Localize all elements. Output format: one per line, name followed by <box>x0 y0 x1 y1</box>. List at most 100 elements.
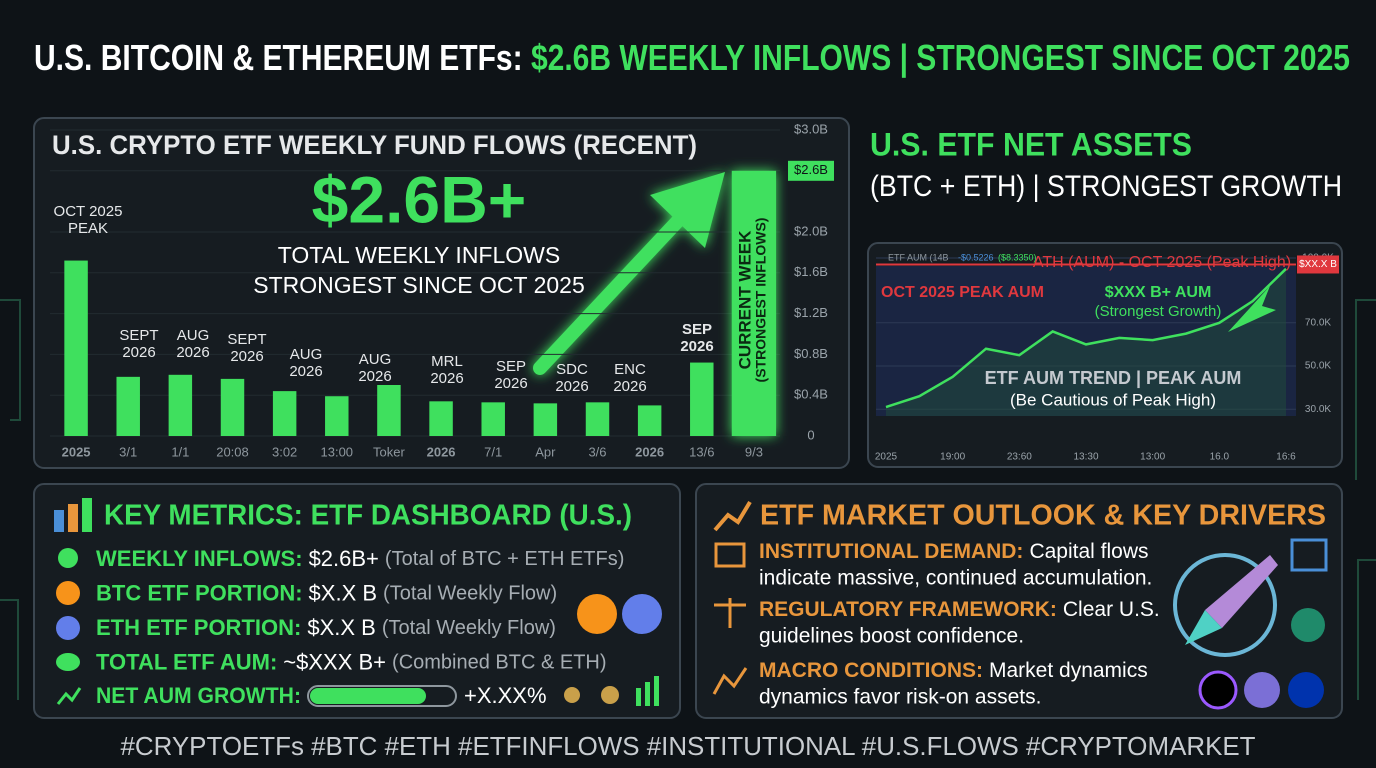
metric-value: ~$XXX B+ <box>283 649 386 674</box>
headline-sub: STRONGEST SINCE OCT 2025 <box>253 272 584 298</box>
x-tick-label: 2026 <box>427 444 456 459</box>
metric-row: TOTAL ETF AUM: ~$XXX B+ (Combined BTC & ET… <box>96 649 607 674</box>
x-tick-label: 3:02 <box>272 444 297 459</box>
current-week-label: (STRONGEST INFLOWS) <box>753 218 769 383</box>
x-tick-label: 1/1 <box>171 444 189 459</box>
title-green: $2.6B WEEKLY INFLOWS | STRONGEST SINCE O… <box>531 37 1350 79</box>
bar <box>731 170 777 437</box>
outlook-heading: INSTITUTIONAL DEMAND: <box>759 540 1023 563</box>
progress-fill <box>310 688 426 704</box>
bar-annotation: 2026 <box>176 344 209 361</box>
outlook-title: ETF MARKET OUTLOOK & KEY DRIVERS <box>760 500 1326 532</box>
y-tick-label: $0.4B <box>794 387 828 402</box>
outlook-line: dynamics favor risk-on assets. <box>759 686 1041 709</box>
x-tick-label: 13:30 <box>1073 452 1098 463</box>
metric-label: WEEKLY INFLOWS: <box>96 546 303 571</box>
bar-annotation: 2026 <box>289 363 322 380</box>
bar-annotation: AUG <box>359 351 392 368</box>
bar <box>116 376 140 436</box>
bar-annotation: 2026 <box>430 370 463 387</box>
headline: $2.6B+ <box>312 162 527 236</box>
metric-row: BTC ETF PORTION: $X.X B (Total Weekly Flow… <box>96 580 557 605</box>
icons <box>54 498 1328 710</box>
x-tick-label: 2025 <box>62 444 91 459</box>
bar-annotation: SDC <box>556 361 588 378</box>
metric-row: WEEKLY INFLOWS: $2.6B+ (Total of BTC + ETH… <box>96 546 624 571</box>
growth-label: NET AUM GROWTH: <box>96 683 301 708</box>
chart-title: U.S. CRYPTO ETF WEEKLY FUND FLOWS (RECEN… <box>52 130 697 160</box>
metric-note: (Total of BTC + ETH ETFs) <box>385 548 624 570</box>
bar <box>325 396 349 436</box>
metric-value: $X.X B <box>307 615 375 640</box>
y-tick-label: $2.6B <box>794 162 828 177</box>
bar-annotation: 2026 <box>494 375 527 392</box>
page-title: U.S. BITCOIN & ETHEREUM ETFs:$2.6B WEEKL… <box>34 37 1350 79</box>
bar <box>585 402 610 436</box>
y-tick-label: $0.8B <box>794 346 828 361</box>
headline-sub: TOTAL WEEKLY INFLOWS <box>278 242 560 268</box>
bar <box>64 260 88 436</box>
metric-note: (Combined BTC & ETH) <box>392 652 607 674</box>
hashtags: #CRYPTOETFs #BTC #ETH #ETFINFLOWS #INSTI… <box>121 731 1256 761</box>
price-tag: $XX.X B <box>1299 259 1337 270</box>
y-tick-label: 50.0K <box>1305 361 1331 372</box>
bar-annotation: OCT 2025 <box>54 203 123 220</box>
bar <box>481 402 505 436</box>
x-tick-label: 9/3 <box>745 444 763 459</box>
bar <box>168 374 193 436</box>
current-week-label: CURRENT WEEK <box>735 230 754 370</box>
growth-label: $XXX B+ AUM <box>1105 284 1212 301</box>
x-tick-label: 23:60 <box>1007 452 1032 463</box>
bar <box>377 385 401 436</box>
bar-annotation: 2026 <box>613 378 646 395</box>
x-tick-label: 13:00 <box>1140 452 1165 463</box>
bar-annotation: MRL <box>431 353 463 370</box>
bar-annotation: SEP <box>496 358 526 375</box>
bar-annotation: AUG <box>177 327 210 344</box>
y-tick-label: 30.0K <box>1305 404 1331 415</box>
x-tick-label: 20:08 <box>216 444 249 459</box>
bar-annotation: PEAK <box>68 220 108 237</box>
metric-note: (Total Weekly Flow) <box>383 583 557 605</box>
aum-area <box>886 268 1286 416</box>
x-tick-label: 3/6 <box>588 444 606 459</box>
y-tick-label: $1.2B <box>794 305 828 320</box>
bar <box>272 391 297 436</box>
bar-annotation: SEPT <box>119 327 158 344</box>
x-tick-label: 16:6 <box>1276 452 1296 463</box>
x-tick-label: Toker <box>373 444 405 459</box>
y-tick-label: $2.0B <box>794 223 828 238</box>
y-tick-label: $1.6B <box>794 264 828 279</box>
metric-label: ETH ETF PORTION: <box>96 615 301 640</box>
metric-row: ETH ETF PORTION: $X.X B (Total Weekly Flow… <box>96 615 556 640</box>
bar-annotation: AUG <box>290 346 323 363</box>
ath-label: ATH (AUM) - OCT 2025 (Peak High) <box>1033 254 1291 271</box>
x-tick-label: 13/6 <box>689 444 714 459</box>
y-tick-label: $3.0B <box>794 121 828 136</box>
legend-text: ($8.3350) <box>998 252 1037 262</box>
bar <box>220 378 245 436</box>
trend-label: (Be Cautious of Peak High) <box>1010 390 1216 409</box>
x-tick-label: 16.0 <box>1210 452 1230 463</box>
metrics-panel <box>33 483 681 719</box>
y-tick-label: 70.0K <box>1305 317 1331 328</box>
x-tick-label: 2026 <box>635 444 664 459</box>
outlook-line: REGULATORY FRAMEWORK: Clear U.S. <box>759 598 1160 621</box>
section-title: U.S. ETF NET ASSETS <box>870 126 1192 162</box>
x-tick-label: 3/1 <box>119 444 137 459</box>
metric-value: $2.6B+ <box>309 546 379 571</box>
x-tick-label: Apr <box>535 444 556 459</box>
bar-annotation: 2026 <box>555 378 588 395</box>
trend-arrow <box>533 172 725 375</box>
x-tick-label: 7/1 <box>484 444 502 459</box>
outlook-text: Capital flows <box>1029 540 1148 563</box>
bar <box>533 403 558 436</box>
circuit-lines <box>0 299 1376 700</box>
bar-annotation: 2026 <box>230 348 263 365</box>
progress-track <box>307 685 457 707</box>
growth-value: +X.XX% <box>464 683 547 708</box>
outlook-line: MACRO CONDITIONS: Market dynamics <box>759 659 1148 682</box>
bar-annotation: 2026 <box>122 344 155 361</box>
outlook-text: Clear U.S. <box>1063 598 1160 621</box>
